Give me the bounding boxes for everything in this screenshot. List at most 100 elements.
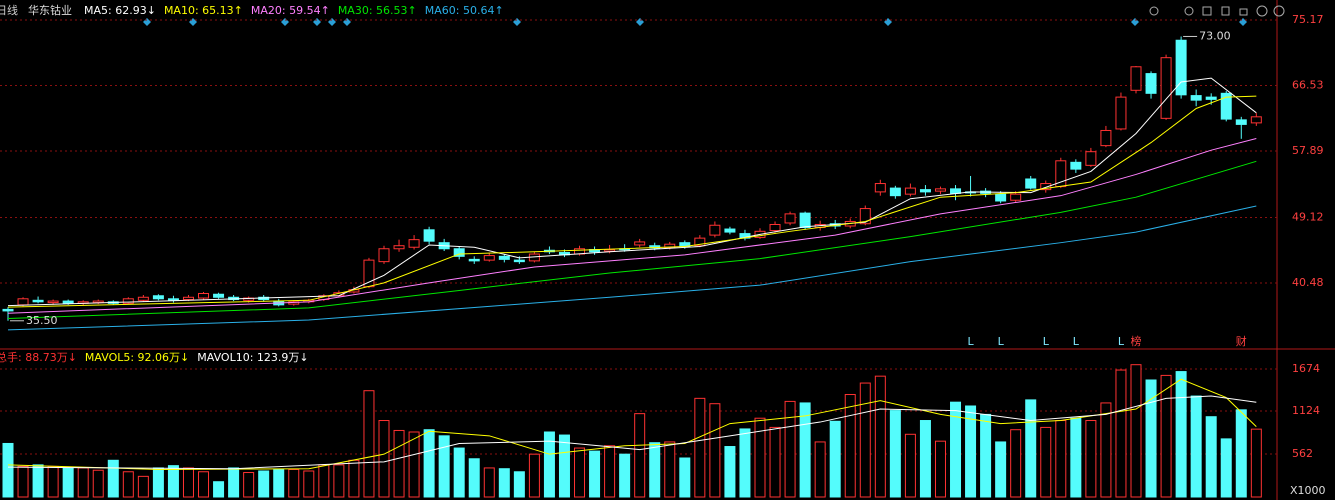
volume-bar: [1010, 429, 1022, 498]
volume-bar: [784, 400, 796, 498]
candle-body: [468, 258, 480, 262]
volume-bar: [814, 441, 826, 498]
candle-body: [167, 298, 179, 301]
volume-bar: [965, 405, 977, 498]
volume-bar: [408, 431, 420, 498]
candle-body: [32, 299, 44, 303]
volume-bar: [634, 413, 646, 498]
icon[interactable]: [1149, 6, 1159, 16]
candle-body: [1040, 183, 1052, 191]
candle-body: [152, 295, 164, 300]
toolbar-icons[interactable]: [1149, 5, 1285, 17]
candle-body: [453, 248, 465, 257]
legend-entry: MAVOL5: 92.06万↓: [85, 351, 189, 364]
unit-label: X1000: [1290, 484, 1326, 497]
candle-body: [408, 239, 420, 248]
event-label: L: [1043, 335, 1050, 348]
icon[interactable]: [1184, 6, 1194, 16]
icon[interactable]: [1273, 5, 1285, 17]
volume-bar: [679, 457, 691, 498]
volume-bar: [1130, 364, 1142, 498]
candle-body: [423, 229, 435, 242]
icon[interactable]: [1256, 5, 1268, 17]
legend-entry: MA10: 65.13↑: [164, 4, 243, 17]
volume-bar: [1100, 402, 1112, 498]
volume-bar: [17, 465, 29, 498]
candle-body: [1115, 96, 1127, 130]
ma-line: [7, 395, 1257, 470]
volume-bar: [769, 426, 781, 498]
volume-bar: [1085, 420, 1097, 498]
candle-body: [784, 213, 796, 224]
volume-bar: [1115, 369, 1127, 498]
volume-bar: [1190, 395, 1202, 498]
volume-bar: [378, 420, 390, 498]
volume-bar: [904, 433, 916, 498]
candle-body: [859, 208, 871, 225]
candle-body: [694, 237, 706, 247]
volume-bar: [980, 413, 992, 498]
volume-bar: [889, 410, 901, 498]
event-label: L: [1073, 335, 1080, 348]
volume-bar: [739, 428, 751, 498]
candle-body: [934, 188, 946, 192]
legend-entry: MA30: 56.53↑: [338, 4, 417, 17]
candle-body: [769, 223, 781, 232]
volume-bar: [213, 481, 225, 498]
volume-bar: [228, 467, 240, 498]
volume-bar: [182, 467, 194, 498]
volume-bar: [799, 402, 811, 498]
period: 日线: [0, 3, 18, 17]
volume-bar: [393, 429, 405, 498]
volume-bar: [1040, 426, 1052, 498]
candle-body: [1175, 39, 1187, 96]
candle-body: [513, 259, 525, 263]
volume-bar: [348, 459, 360, 498]
candle-body: [137, 296, 149, 301]
volume-bar: [995, 441, 1007, 498]
volume-bar: [859, 382, 871, 498]
candle-body: [799, 212, 811, 229]
candle-body: [634, 241, 646, 246]
candle-body: [1025, 178, 1037, 189]
volume-bar: [303, 470, 315, 498]
volume-bar: [950, 401, 962, 498]
volume-bar: [664, 441, 676, 498]
volume-bar: [829, 420, 841, 498]
ma-line: [7, 205, 1257, 331]
y-tick-label: 49.12: [1292, 211, 1324, 224]
volume-bar: [468, 458, 480, 498]
candle-body: [1085, 151, 1097, 166]
volume-bar: [649, 442, 661, 498]
volume-bar: [1175, 371, 1187, 498]
volume-bar: [423, 429, 435, 498]
candle-body: [889, 187, 901, 197]
candle-body: [919, 189, 931, 193]
candle-body: [1250, 116, 1262, 124]
volume-bar: [137, 475, 149, 498]
candle-body: [995, 193, 1007, 202]
candle-body: [1130, 66, 1142, 91]
volume-bar: [2, 442, 14, 498]
volume-bar: [1160, 374, 1172, 498]
volume-bar: [874, 375, 886, 498]
volume-bar: [167, 465, 179, 498]
legend-entry: MA20: 59.54↑: [251, 4, 330, 17]
candle-body: [874, 183, 886, 193]
candle-body: [122, 298, 134, 304]
icon[interactable]: [1239, 8, 1248, 16]
volume-bar: [92, 469, 104, 498]
volume-bar: [1205, 416, 1217, 498]
volume-bar: [619, 453, 631, 498]
event-label: L: [967, 335, 974, 348]
icon[interactable]: [1221, 6, 1230, 16]
candle-body: [1070, 161, 1082, 170]
icon[interactable]: [1202, 6, 1212, 16]
volume-bar: [1055, 420, 1067, 498]
volume-bar: [574, 447, 586, 498]
candle-body: [498, 255, 510, 260]
y-tick-label: 57.89: [1292, 144, 1324, 157]
y-tick-label: 75.17: [1292, 13, 1324, 26]
candle-body: [17, 298, 29, 306]
